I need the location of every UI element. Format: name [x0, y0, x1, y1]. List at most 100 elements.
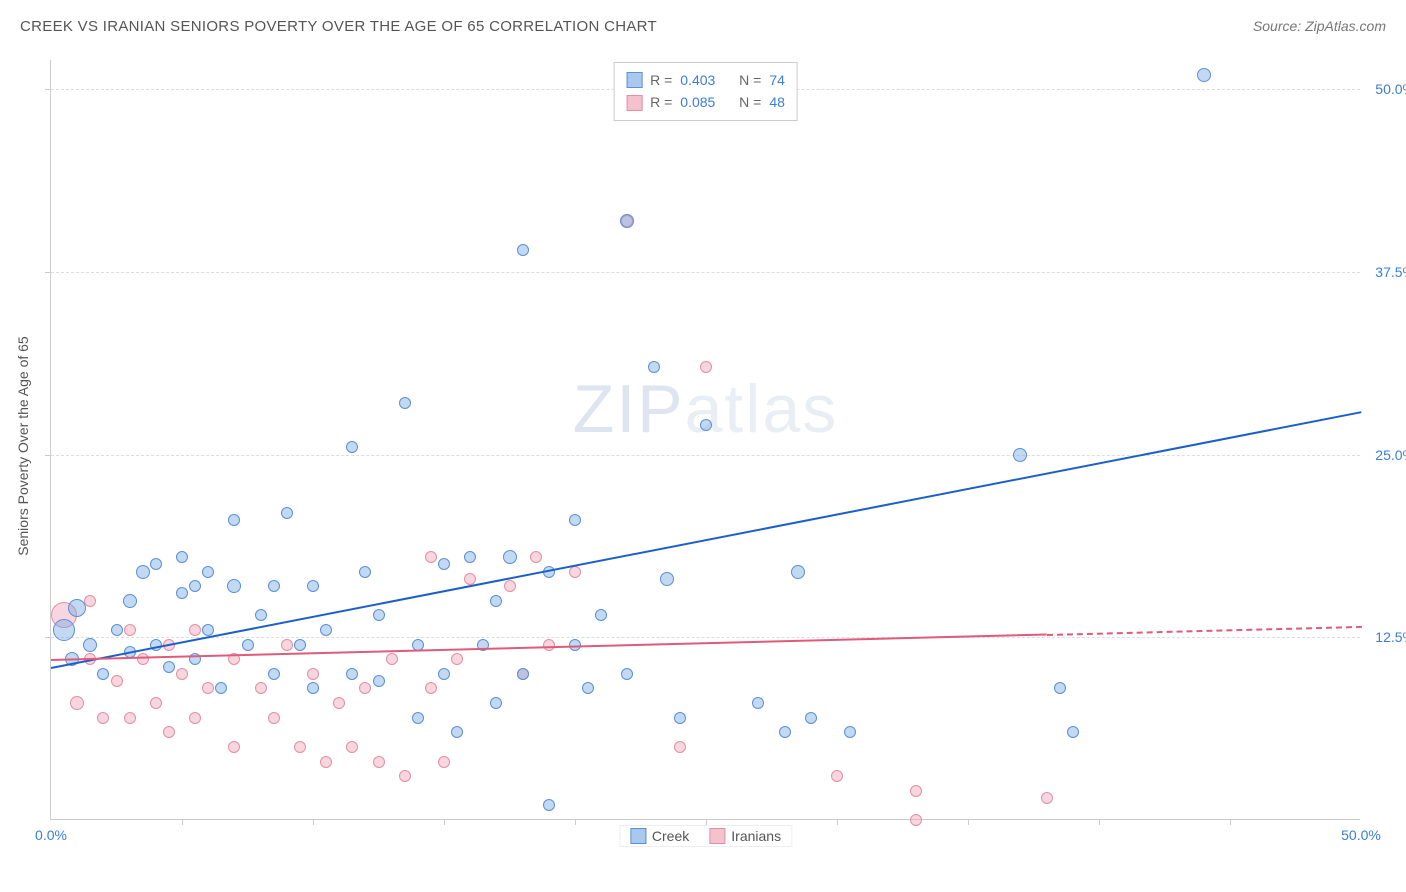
- data-point-creek[interactable]: [373, 609, 385, 621]
- data-point-iranians[interactable]: [202, 682, 214, 694]
- data-point-creek[interactable]: [150, 558, 162, 570]
- data-point-creek[interactable]: [674, 712, 686, 724]
- data-point-creek[interactable]: [648, 361, 660, 373]
- data-point-creek[interactable]: [451, 726, 463, 738]
- data-point-creek[interactable]: [805, 712, 817, 724]
- data-point-creek[interactable]: [438, 668, 450, 680]
- data-point-creek[interactable]: [215, 682, 227, 694]
- data-point-creek[interactable]: [621, 668, 633, 680]
- data-point-creek[interactable]: [569, 514, 581, 526]
- data-point-creek[interactable]: [1013, 448, 1027, 462]
- data-point-creek[interactable]: [620, 214, 634, 228]
- data-point-iranians[interactable]: [530, 551, 542, 563]
- data-point-creek[interactable]: [228, 514, 240, 526]
- legend-series-item[interactable]: Iranians: [709, 828, 781, 844]
- data-point-creek[interactable]: [412, 712, 424, 724]
- data-point-creek[interactable]: [189, 580, 201, 592]
- data-point-iranians[interactable]: [150, 697, 162, 709]
- data-point-creek[interactable]: [503, 550, 517, 564]
- data-point-creek[interactable]: [700, 419, 712, 431]
- data-point-iranians[interactable]: [373, 756, 385, 768]
- data-point-creek[interactable]: [582, 682, 594, 694]
- data-point-creek[interactable]: [123, 594, 137, 608]
- data-point-creek[interactable]: [543, 799, 555, 811]
- data-point-iranians[interactable]: [268, 712, 280, 724]
- data-point-iranians[interactable]: [163, 726, 175, 738]
- data-point-creek[interactable]: [517, 244, 529, 256]
- data-point-creek[interactable]: [1067, 726, 1079, 738]
- data-point-creek[interactable]: [294, 639, 306, 651]
- data-point-creek[interactable]: [752, 697, 764, 709]
- data-point-creek[interactable]: [176, 551, 188, 563]
- data-point-iranians[interactable]: [425, 551, 437, 563]
- data-point-creek[interactable]: [346, 668, 358, 680]
- data-point-iranians[interactable]: [425, 682, 437, 694]
- data-point-creek[interactable]: [791, 565, 805, 579]
- data-point-creek[interactable]: [255, 609, 267, 621]
- data-point-creek[interactable]: [176, 587, 188, 599]
- data-point-creek[interactable]: [490, 595, 502, 607]
- data-point-iranians[interactable]: [910, 785, 922, 797]
- data-point-creek[interactable]: [281, 507, 293, 519]
- data-point-iranians[interactable]: [910, 814, 922, 826]
- data-point-iranians[interactable]: [189, 712, 201, 724]
- data-point-creek[interactable]: [779, 726, 791, 738]
- data-point-creek[interactable]: [1054, 682, 1066, 694]
- data-point-creek[interactable]: [346, 441, 358, 453]
- data-point-creek[interactable]: [1197, 68, 1211, 82]
- data-point-iranians[interactable]: [124, 624, 136, 636]
- data-point-iranians[interactable]: [359, 682, 371, 694]
- data-point-creek[interactable]: [438, 558, 450, 570]
- data-point-creek[interactable]: [490, 697, 502, 709]
- data-point-iranians[interactable]: [543, 639, 555, 651]
- data-point-iranians[interactable]: [294, 741, 306, 753]
- data-point-iranians[interactable]: [281, 639, 293, 651]
- data-point-iranians[interactable]: [255, 682, 267, 694]
- data-point-iranians[interactable]: [124, 712, 136, 724]
- data-point-creek[interactable]: [307, 682, 319, 694]
- data-point-iranians[interactable]: [464, 573, 476, 585]
- data-point-creek[interactable]: [83, 638, 97, 652]
- data-point-creek[interactable]: [359, 566, 371, 578]
- data-point-iranians[interactable]: [451, 653, 463, 665]
- data-point-iranians[interactable]: [346, 741, 358, 753]
- data-point-creek[interactable]: [227, 579, 241, 593]
- data-point-iranians[interactable]: [504, 580, 516, 592]
- data-point-creek[interactable]: [399, 397, 411, 409]
- data-point-creek[interactable]: [68, 599, 86, 617]
- data-point-iranians[interactable]: [674, 741, 686, 753]
- data-point-creek[interactable]: [320, 624, 332, 636]
- data-point-iranians[interactable]: [1041, 792, 1053, 804]
- data-point-creek[interactable]: [844, 726, 856, 738]
- data-point-iranians[interactable]: [84, 595, 96, 607]
- data-point-creek[interactable]: [97, 668, 109, 680]
- data-point-creek[interactable]: [595, 609, 607, 621]
- data-point-creek[interactable]: [268, 580, 280, 592]
- data-point-iranians[interactable]: [307, 668, 319, 680]
- data-point-creek[interactable]: [163, 661, 175, 673]
- data-point-iranians[interactable]: [176, 668, 188, 680]
- data-point-iranians[interactable]: [399, 770, 411, 782]
- data-point-iranians[interactable]: [111, 675, 123, 687]
- data-point-creek[interactable]: [268, 668, 280, 680]
- data-point-creek[interactable]: [464, 551, 476, 563]
- data-point-creek[interactable]: [53, 619, 75, 641]
- data-point-iranians[interactable]: [700, 361, 712, 373]
- data-point-iranians[interactable]: [831, 770, 843, 782]
- data-point-creek[interactable]: [517, 668, 529, 680]
- data-point-creek[interactable]: [307, 580, 319, 592]
- data-point-iranians[interactable]: [97, 712, 109, 724]
- data-point-iranians[interactable]: [137, 653, 149, 665]
- data-point-iranians[interactable]: [70, 696, 84, 710]
- data-point-creek[interactable]: [373, 675, 385, 687]
- data-point-iranians[interactable]: [333, 697, 345, 709]
- data-point-iranians[interactable]: [189, 624, 201, 636]
- data-point-creek[interactable]: [202, 566, 214, 578]
- legend-series-item[interactable]: Creek: [630, 828, 689, 844]
- data-point-iranians[interactable]: [320, 756, 332, 768]
- data-point-creek[interactable]: [111, 624, 123, 636]
- data-point-iranians[interactable]: [386, 653, 398, 665]
- data-point-creek[interactable]: [660, 572, 674, 586]
- data-point-iranians[interactable]: [228, 741, 240, 753]
- data-point-iranians[interactable]: [438, 756, 450, 768]
